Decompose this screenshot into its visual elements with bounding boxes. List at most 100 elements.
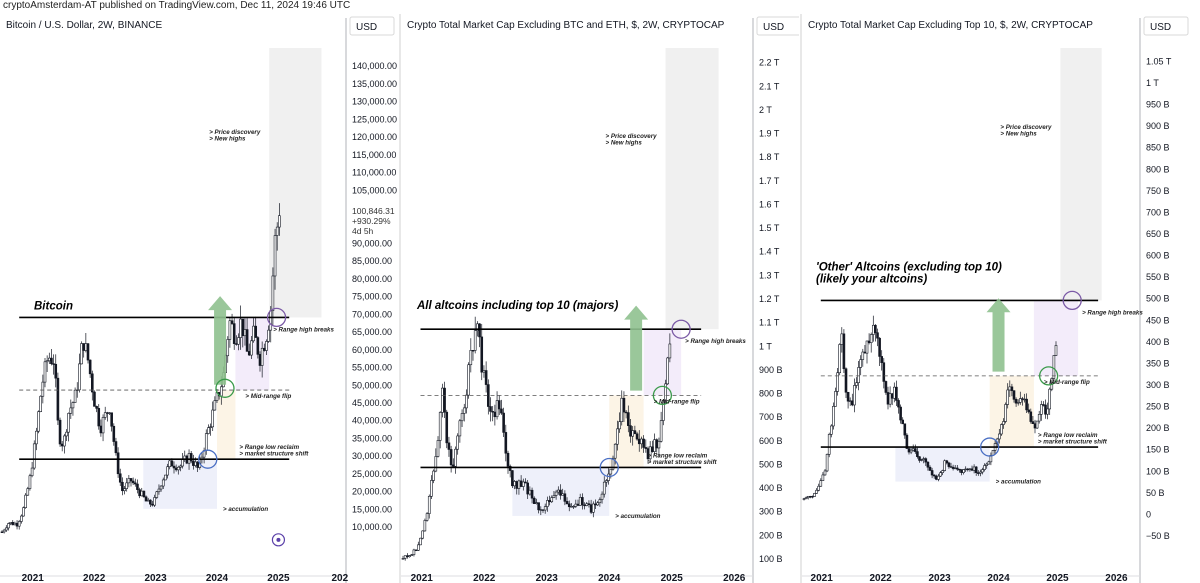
candle-body (1054, 345, 1058, 356)
candle-body (943, 460, 946, 471)
candle-body (981, 469, 984, 473)
candle-body (118, 473, 122, 483)
candle-body (410, 554, 414, 556)
candle-body (526, 482, 529, 495)
price-discovery-note: > Price discovery (1000, 124, 1052, 131)
y-tick-label: 2.2 T (759, 58, 780, 68)
y-tick-label: 130,000.00 (352, 97, 397, 107)
candle-body (1044, 404, 1047, 415)
candle-body (581, 497, 584, 506)
candle-body (47, 357, 51, 362)
candle-body (487, 384, 490, 407)
candle-body (91, 373, 94, 393)
y-tick-label: 20,000.00 (352, 487, 392, 497)
breakout-arrow (208, 296, 233, 385)
candle-body (585, 503, 589, 506)
candle-body (491, 411, 494, 413)
candle-body (69, 407, 73, 414)
candle-body (561, 493, 564, 496)
candle-body (890, 393, 894, 399)
chart-svg: USD 1.05 T 1 T 950 B 900 B 850 B 800 B 750 B 700… (802, 16, 1189, 583)
candle-body (539, 509, 543, 511)
candle-body (15, 522, 19, 527)
candle-body (11, 522, 15, 526)
y-tick-label: 300 B (1146, 380, 1170, 390)
y-tick-label: 60,000.00 (352, 345, 392, 355)
y-tick-label: 1 T (759, 341, 772, 351)
candle-body (423, 520, 427, 532)
candle-body (245, 329, 249, 352)
candle-body (598, 499, 602, 504)
y-tick-label: 1.3 T (759, 270, 780, 280)
candle-body (37, 411, 40, 432)
range-low-note: > market structure shift (239, 451, 309, 458)
candle-body (947, 462, 951, 467)
candle-body (838, 344, 842, 374)
y-tick-label: 1.5 T (759, 223, 780, 233)
candle-body (500, 408, 503, 414)
y-tick-label: 300 B (759, 507, 783, 517)
y-tick-label: 400 B (759, 483, 783, 493)
candle-body (607, 473, 610, 481)
candle-body (495, 400, 499, 418)
candle-body (275, 226, 279, 236)
candle-body (230, 320, 234, 324)
chart-panel-altcoins-ex-btc-eth[interactable]: Crypto Total Market Cap Excluding BTC an… (401, 14, 799, 583)
candle-body (445, 411, 449, 444)
candle-body (497, 400, 501, 410)
candle-body (443, 387, 446, 413)
candle-body (1046, 408, 1049, 415)
candle-body (903, 423, 907, 436)
candle-body (648, 446, 652, 460)
y-tick-label: 1.6 T (759, 199, 780, 209)
candle-body (882, 362, 886, 382)
y-tick-label: 55,000.00 (352, 363, 392, 373)
y-tick-label: 110,000.00 (352, 168, 396, 178)
candle-body (642, 438, 645, 448)
candle-body (177, 466, 180, 471)
chart-panel-bitcoin[interactable]: Bitcoin / U.S. Dollar, 2W, BINANCE USD 14… (0, 14, 398, 583)
candle-body (945, 460, 949, 464)
candle-body (668, 343, 672, 359)
candle-body (1002, 421, 1005, 425)
currency-label: USD (1150, 22, 1171, 33)
candle-body (655, 439, 659, 449)
panel-divider (800, 14, 802, 583)
candle-body (640, 438, 643, 445)
candle-body (941, 470, 944, 473)
y-tick-label: 950 B (1146, 100, 1170, 110)
candle-body (116, 452, 120, 475)
mid-zone (217, 390, 236, 460)
candle-body (572, 505, 575, 508)
candle-body (563, 493, 567, 502)
candle-body (138, 489, 141, 497)
candle-body (452, 464, 455, 467)
candle-body (232, 323, 236, 344)
green-level-circle (1038, 366, 1059, 386)
x-tick-label: 2022 (870, 573, 893, 583)
candle-body (583, 504, 586, 507)
candle-body (979, 471, 982, 474)
candle-body (557, 489, 560, 493)
candle-body (815, 489, 818, 494)
y-tick-label: 150 B (1146, 445, 1170, 455)
candle-body (129, 478, 133, 482)
y-tick-label: 50,000.00 (352, 380, 392, 390)
candle-body (228, 320, 232, 340)
candle-body (909, 449, 913, 453)
candle-body (449, 449, 453, 466)
candle-body (869, 334, 873, 343)
candle-body (189, 453, 193, 462)
candle-body (271, 275, 275, 312)
candles (0, 203, 281, 534)
y-tick-label: 120,000.00 (352, 132, 397, 142)
candle-body (112, 425, 116, 442)
candle-body (456, 435, 459, 450)
candle-body (0, 531, 4, 533)
candle-body (430, 480, 433, 497)
candle-body (886, 392, 890, 405)
candle-body (899, 406, 902, 421)
candle-body (110, 412, 113, 427)
candle-body (966, 468, 970, 471)
chart-panel-altcoins-ex-top10[interactable]: Crypto Total Market Cap Excluding Top 10… (802, 14, 1200, 583)
